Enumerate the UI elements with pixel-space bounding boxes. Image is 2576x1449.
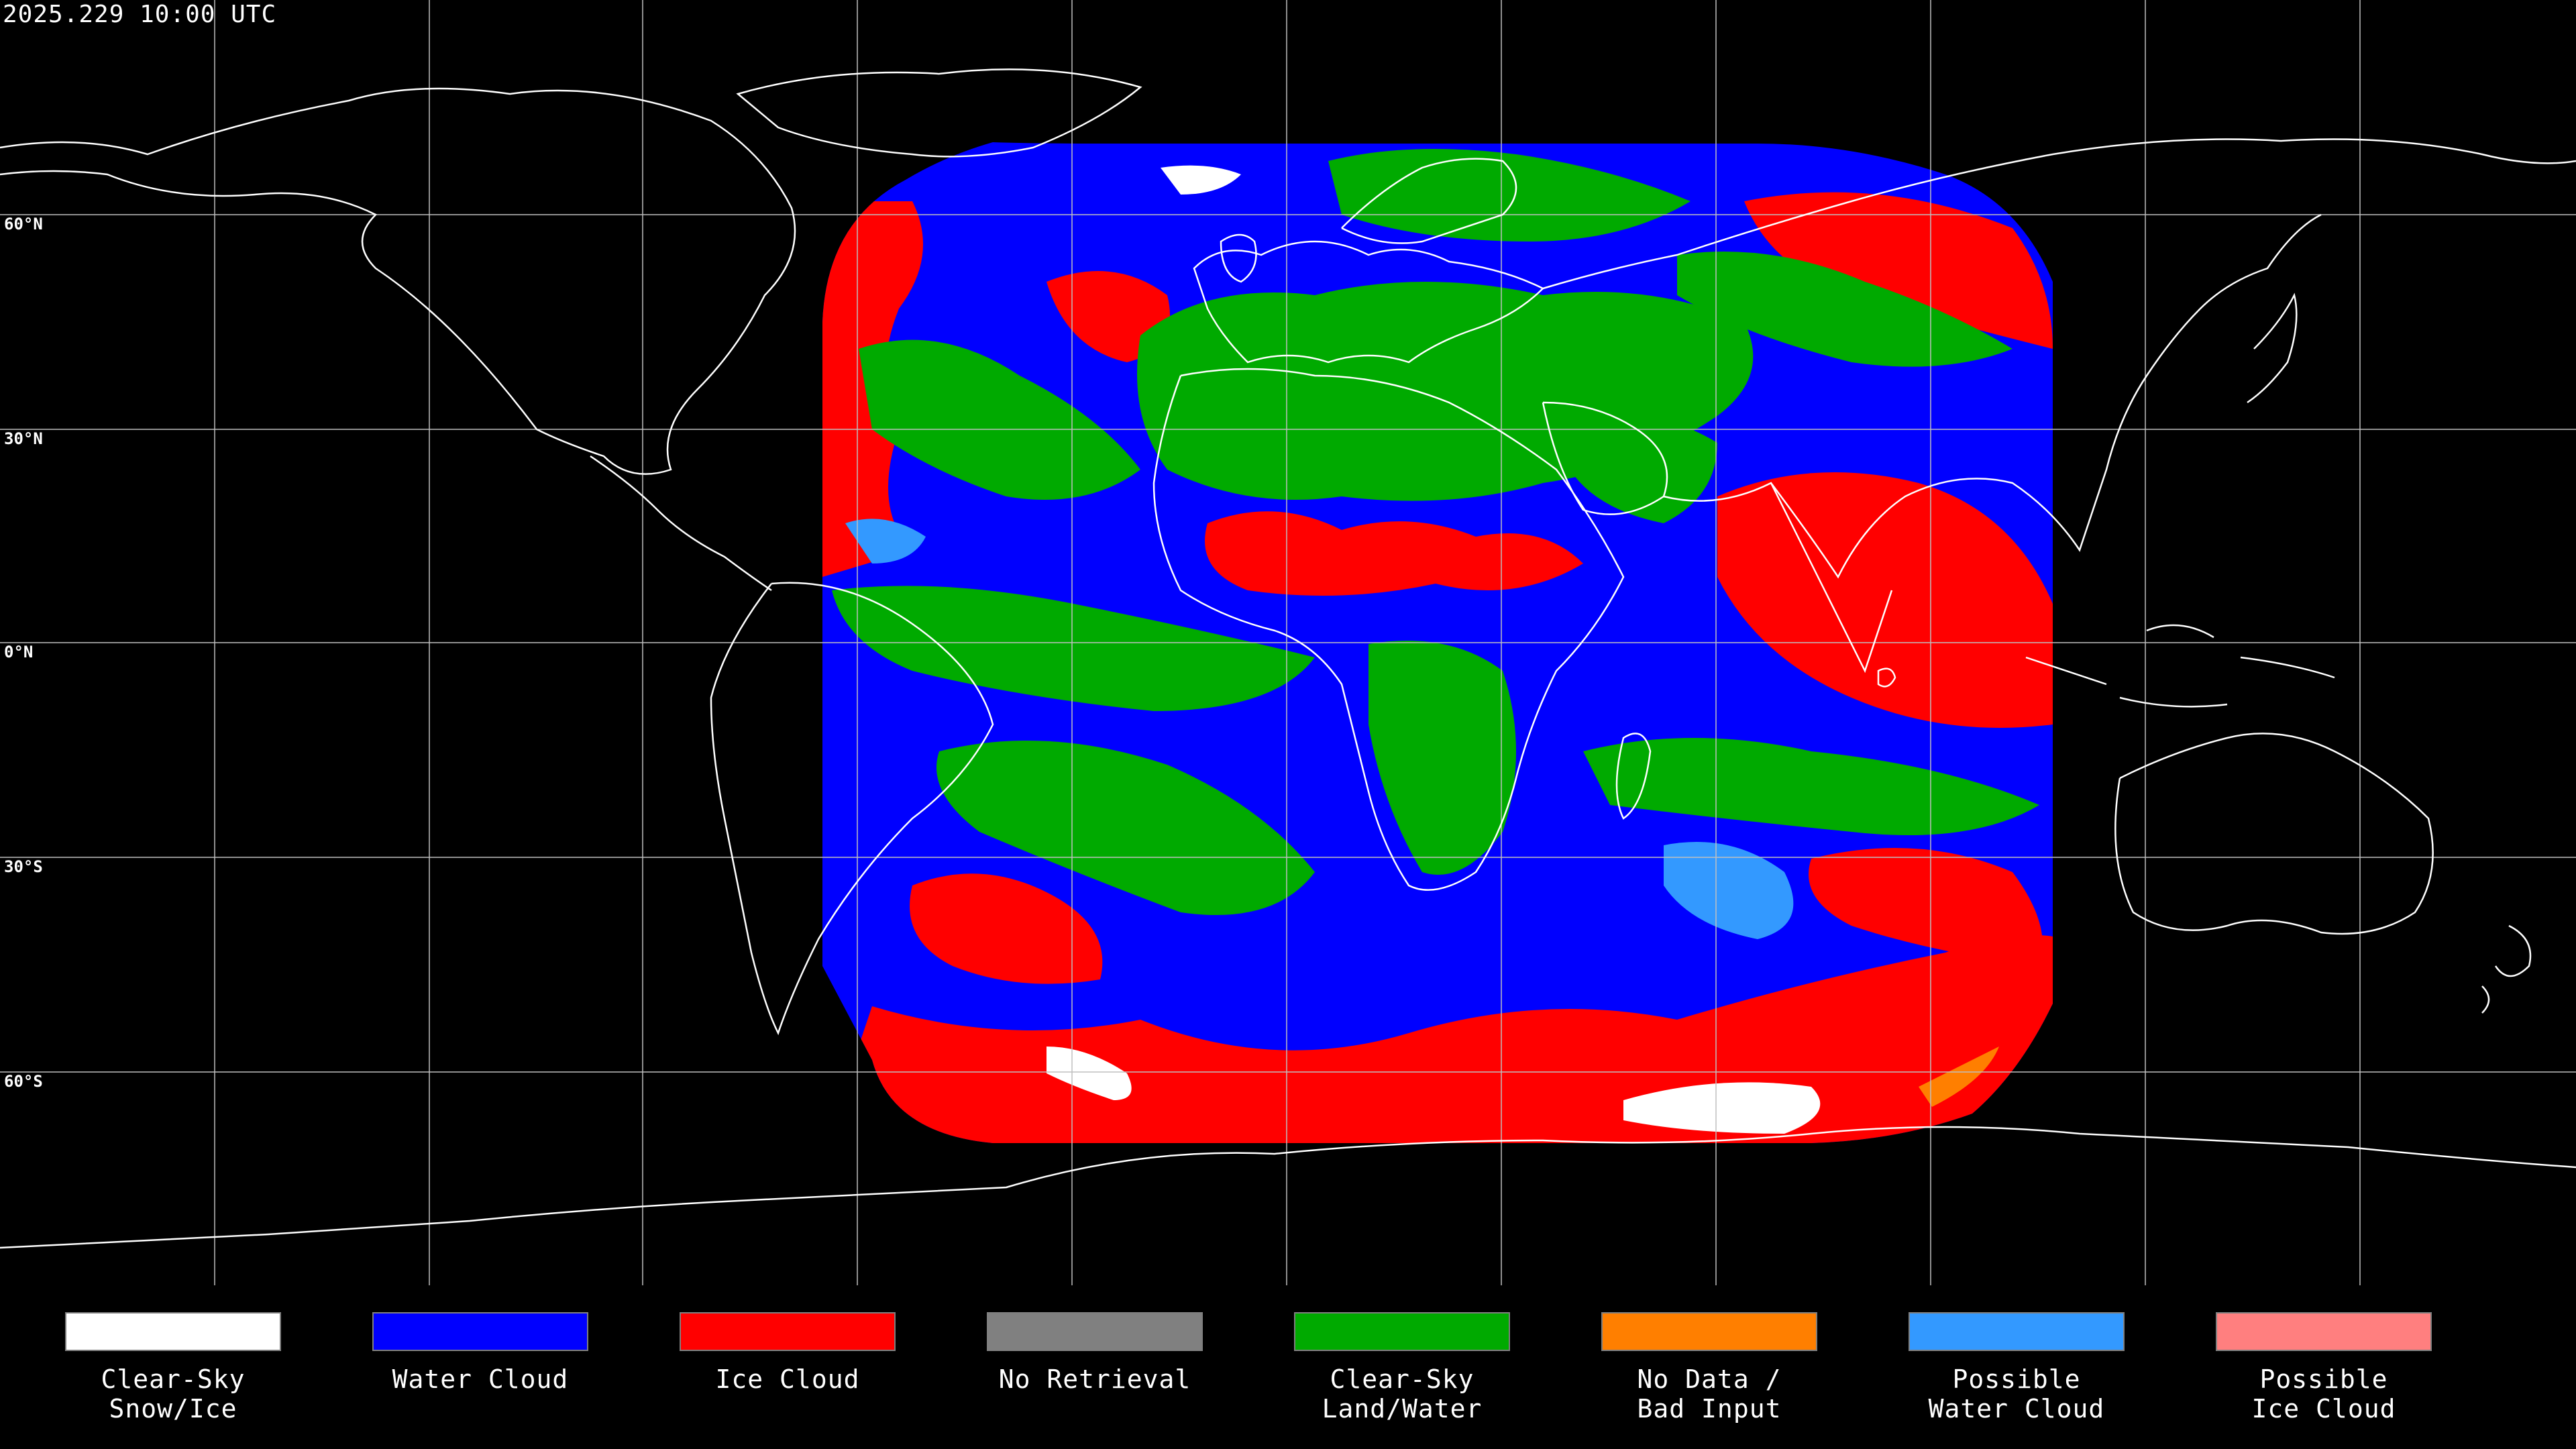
- snow-ice-arctic: [1161, 165, 1241, 195]
- coast-indonesia: [2025, 624, 2335, 708]
- coast-asia: [1542, 138, 2576, 579]
- ice-cloud-region-central-africa: [1205, 511, 1583, 596]
- legend-item-possible-ice-cloud: Possible Ice Cloud: [2210, 1312, 2438, 1424]
- clear-sky-scandinavia: [1328, 149, 1690, 241]
- cloud-phase-disk: [822, 142, 2053, 1143]
- lat-label-60n: 60°N: [4, 215, 43, 233]
- coast-south-america: [710, 582, 994, 1036]
- clear-sky-arabia-india: [1570, 413, 1717, 523]
- coast-europe: [1193, 240, 1545, 364]
- legend-swatch: [1601, 1312, 1817, 1351]
- legend-swatch: [680, 1312, 896, 1351]
- coast-arabia: [1542, 401, 1668, 515]
- clear-sky-atlantic-band: [859, 339, 1140, 500]
- legend-swatch: [987, 1312, 1203, 1351]
- legend-item-no-data-bad-input: No Data / Bad Input: [1595, 1312, 1823, 1424]
- snow-ice-antarctic-east: [1623, 1082, 1821, 1134]
- clear-sky-indian-ocean: [1583, 738, 2039, 835]
- legend-label: Clear-Sky Land/Water: [1322, 1364, 1483, 1424]
- snow-ice-antarctic-west: [1046, 1046, 1132, 1100]
- coast-scandinavia: [1341, 158, 1517, 244]
- coast-greenland: [736, 68, 1142, 158]
- legend-item-clear-sky-land-water: Clear-Sky Land/Water: [1288, 1312, 1516, 1424]
- legend-label: Possible Water Cloud: [1928, 1364, 2105, 1424]
- clear-sky-southern-africa: [1368, 641, 1516, 875]
- legend-label: No Retrieval: [998, 1364, 1191, 1394]
- coast-antarctica: [0, 1126, 2576, 1249]
- timestamp: 2025.229 10:00 UTC: [3, 1, 277, 28]
- legend-item-possible-water-cloud: Possible Water Cloud: [1902, 1312, 2131, 1424]
- legend-label: Water Cloud: [392, 1364, 569, 1394]
- coast-north-america: [0, 87, 796, 475]
- ice-cloud-region-north-pacific: [1744, 192, 2053, 349]
- legend-label: Ice Cloud: [715, 1364, 860, 1394]
- legend-item-ice-cloud: Ice Cloud: [674, 1312, 902, 1394]
- legend-label: Possible Ice Cloud: [2251, 1364, 2396, 1424]
- lat-label-30s: 30°S: [4, 857, 43, 876]
- ice-cloud-region-north-atlantic: [1046, 271, 1170, 362]
- coastlines: [0, 68, 2576, 1249]
- coast-australia: [2114, 733, 2434, 935]
- coast-japan: [2247, 292, 2298, 404]
- legend-label: No Data / Bad Input: [1637, 1364, 1782, 1424]
- legend: Clear-Sky Snow/Ice Water Cloud Ice Cloud…: [0, 1289, 2576, 1449]
- map-panel: 2025.229 10:00 UTC 60°N 30°N 0°N 30°S 60…: [0, 0, 2576, 1285]
- possible-water-cloud-south-indian: [1664, 842, 1794, 939]
- legend-item-no-retrieval: No Retrieval: [981, 1312, 1209, 1394]
- ice-cloud-region-southeast: [1809, 848, 2043, 966]
- world-map: [0, 0, 2576, 1285]
- legend-item-clear-sky-snow-ice: Clear-Sky Snow/Ice: [59, 1312, 287, 1424]
- coast-new-zealand: [2481, 924, 2532, 1014]
- legend-swatch: [372, 1312, 588, 1351]
- legend-item-water-cloud: Water Cloud: [366, 1312, 594, 1394]
- lat-label-60s: 60°S: [4, 1072, 43, 1091]
- coast-central-america: [590, 455, 772, 592]
- clear-sky-tropical-atlantic: [832, 586, 1315, 711]
- ice-cloud-region-indian-ocean: [1717, 472, 2053, 728]
- lat-label-equator: 0°N: [4, 643, 34, 661]
- coast-british-isles: [1220, 233, 1257, 283]
- coast-madagascar: [1615, 733, 1652, 820]
- legend-label: Clear-Sky Snow/Ice: [101, 1364, 246, 1424]
- legend-swatch: [1294, 1312, 1510, 1351]
- ice-cloud-region-south-atlantic: [910, 873, 1103, 984]
- lat-lon-grid: [0, 0, 2576, 1285]
- clear-sky-south-atlantic: [936, 741, 1315, 915]
- coast-india: [1770, 482, 1893, 674]
- coast-africa: [1152, 368, 1625, 891]
- no-data-edge: [1919, 1046, 1999, 1107]
- coast-sri-lanka: [1877, 667, 1896, 688]
- clear-sky-central-asia: [1677, 252, 2012, 367]
- legend-swatch: [1909, 1312, 2125, 1351]
- possible-water-cloud-atlantic: [845, 519, 926, 564]
- legend-swatch: [65, 1312, 281, 1351]
- lat-label-30n: 30°N: [4, 429, 43, 448]
- legend-swatch: [2216, 1312, 2432, 1351]
